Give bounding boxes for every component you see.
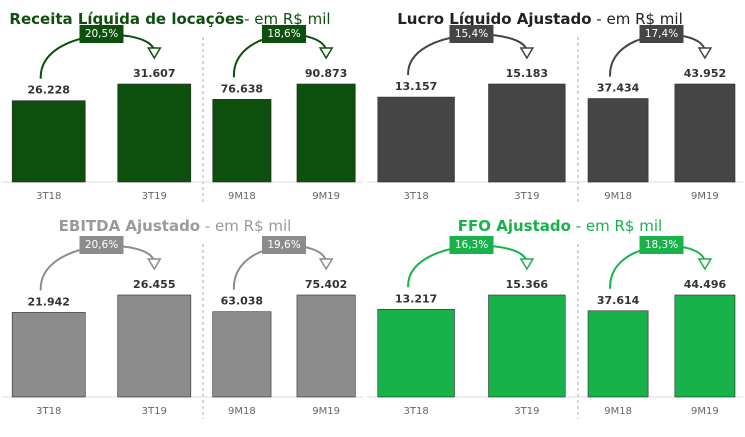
change-box [79,25,124,43]
bar [377,96,455,183]
value-label: 37.614 [597,294,640,307]
chart-title: FFO Ajustado - em R$ mil [458,217,662,235]
value-label: 15.366 [506,278,549,291]
change-label: 20,6% [85,239,118,251]
arrow-head [519,258,535,271]
x-tick-label: 9M18 [604,191,632,202]
title-main: Lucro Líquido Ajustado [397,10,591,28]
title-unit: - em R$ mil [200,217,291,235]
bar [117,83,192,183]
x-tick-label: 3T18 [404,406,429,417]
change-box [449,236,494,254]
change-label: 19,6% [267,239,300,251]
change-label: 17,4% [645,28,678,40]
title-main: EBITDA Ajustado [59,217,200,235]
bar [377,308,455,398]
x-tick-label: 9M19 [691,406,719,417]
bar [11,312,86,398]
bar [296,83,356,183]
arrow-head [697,258,713,271]
chart-title: Receita Líquida de locações- em R$ mil [9,10,330,28]
change-box [639,25,684,43]
value-label: 26.228 [27,84,69,97]
value-label: 26.455 [133,278,175,291]
chart-title: Lucro Líquido Ajustado - em R$ mil [397,10,683,28]
x-tick-label: 3T19 [514,191,539,202]
arrow-head [697,47,713,60]
bar [587,310,649,398]
x-tick-label: 9M19 [312,406,340,417]
arrow-head [519,47,535,60]
change-box [262,236,306,254]
x-tick-label: 3T19 [514,406,539,417]
x-tick-label: 3T18 [404,191,429,202]
change-box [449,25,494,43]
value-label: 90.873 [305,67,347,80]
bar [212,99,272,183]
x-tick-label: 9M18 [604,406,632,417]
change-label: 18,3% [645,239,678,251]
x-tick-label: 3T19 [142,191,167,202]
bar [11,100,86,183]
change-label: 15,4% [455,28,488,40]
value-label: 37.434 [597,82,640,95]
bar [587,98,649,183]
bar [674,83,736,183]
x-tick-label: 3T18 [36,406,61,417]
x-tick-label: 9M19 [691,191,719,202]
arrow-head [318,258,334,271]
change-label: 18,6% [267,28,300,40]
x-tick-label: 9M19 [312,191,340,202]
bar [117,294,192,398]
title-unit: - em R$ mil [244,10,330,28]
bar [212,311,272,398]
title-main: Receita Líquida de locações [9,10,244,28]
value-label: 44.496 [684,278,727,291]
arrow-head [146,47,162,60]
bar [296,294,356,398]
bar [674,294,736,398]
chart-title: EBITDA Ajustado - em R$ mil [59,217,292,235]
x-tick-label: 3T18 [36,191,61,202]
value-label: 13.157 [395,80,437,93]
value-label: 13.217 [395,292,437,305]
bar [488,294,566,398]
value-label: 21.942 [27,295,69,308]
value-label: 63.038 [221,295,263,308]
change-label: 20,5% [85,28,118,40]
arrow-head [146,258,162,271]
arrow-head [318,47,334,60]
x-tick-label: 9M18 [228,406,256,417]
value-label: 31.607 [133,67,175,80]
change-box [639,236,684,254]
title-unit: - em R$ mil [592,10,683,28]
value-label: 15.183 [506,67,548,80]
bar [488,83,566,183]
title-main: FFO Ajustado [458,217,571,235]
title-unit: - em R$ mil [571,217,662,235]
x-tick-label: 3T19 [142,406,167,417]
change-box [79,236,124,254]
x-tick-label: 9M18 [228,191,256,202]
value-label: 43.952 [684,67,726,80]
change-label: 16,3% [455,239,488,251]
value-label: 75.402 [305,278,347,291]
value-label: 76.638 [221,82,263,95]
change-box [262,25,306,43]
